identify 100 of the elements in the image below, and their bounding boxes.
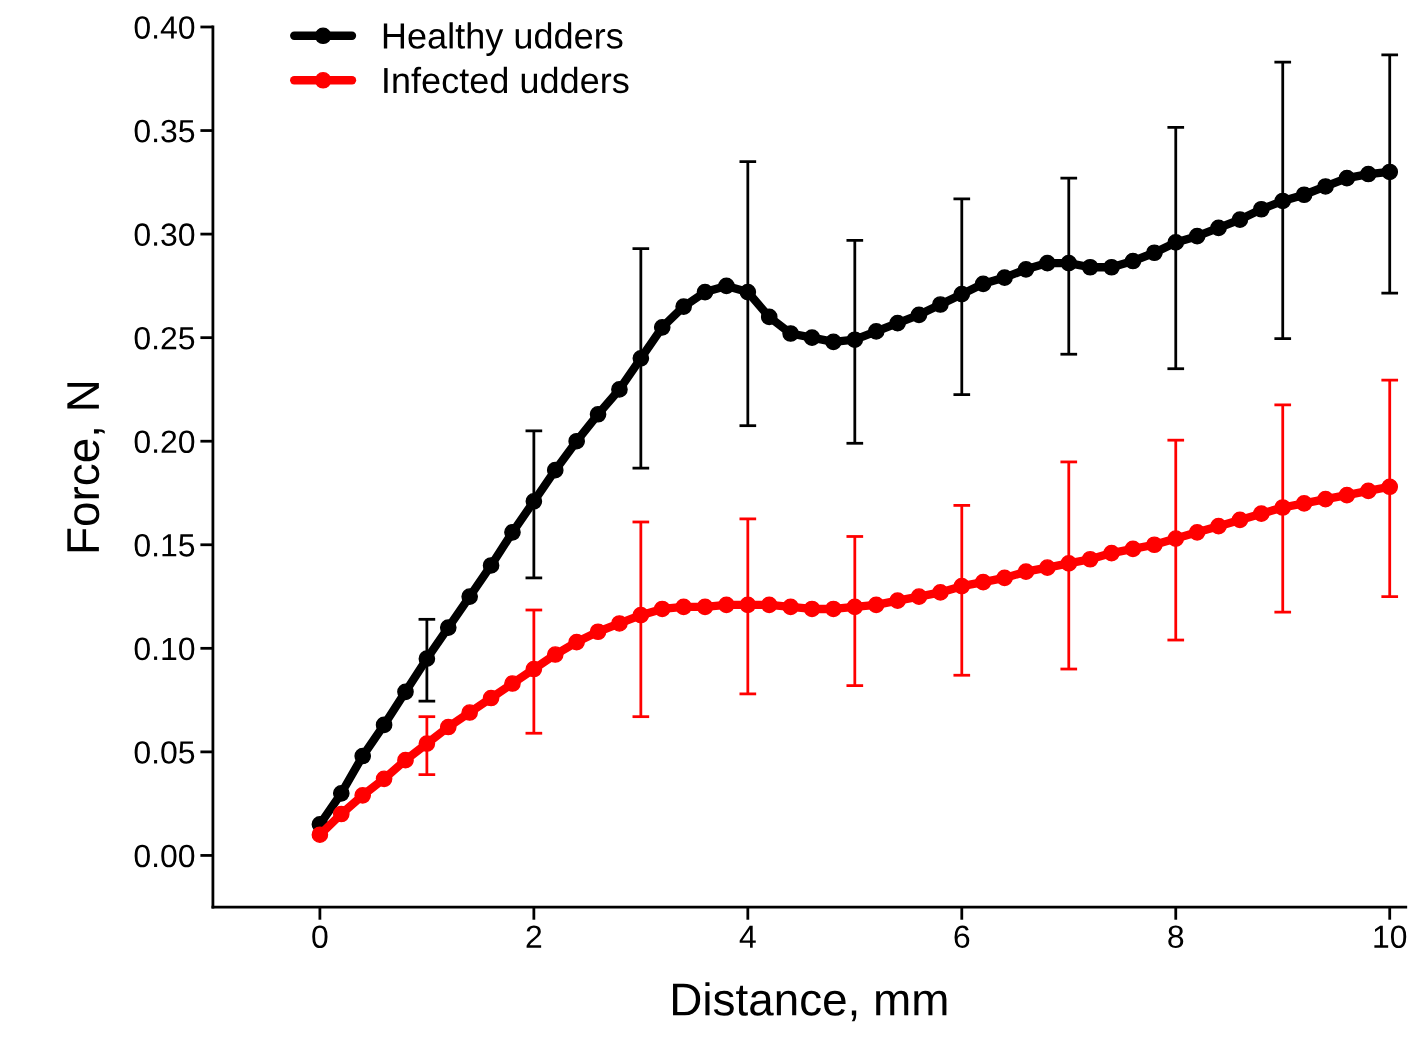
- x-axis-title: Distance, mm: [673, 982, 947, 1022]
- point: [1317, 178, 1334, 195]
- point: [675, 298, 692, 315]
- point: [1060, 254, 1078, 272]
- point: [1060, 555, 1078, 572]
- point: [846, 331, 864, 349]
- y-tick-label: 0.10: [134, 637, 195, 661]
- point: [1381, 478, 1399, 496]
- point: [696, 283, 714, 301]
- point: [1231, 511, 1249, 529]
- point: [439, 718, 457, 736]
- point: [1317, 490, 1334, 508]
- point: [867, 596, 885, 614]
- point: [782, 598, 799, 616]
- y-tick-label: 0.20: [134, 430, 195, 454]
- point: [889, 314, 906, 332]
- point: [932, 296, 949, 313]
- point: [1338, 486, 1356, 504]
- y-tick-label: 0.00: [134, 844, 195, 868]
- point: [1017, 563, 1035, 581]
- point: [589, 405, 607, 423]
- y-tick-label: 0.05: [134, 741, 195, 764]
- y-tick-label: 0.25: [134, 326, 195, 350]
- point: [1188, 227, 1206, 245]
- point: [1103, 544, 1120, 562]
- point: [1381, 163, 1399, 181]
- point: [1274, 192, 1292, 210]
- point: [653, 600, 671, 618]
- point: [611, 615, 628, 632]
- point: [482, 557, 500, 574]
- point: [332, 805, 350, 823]
- point: [1295, 186, 1313, 204]
- point: [568, 432, 585, 450]
- point: [375, 716, 393, 734]
- point: [932, 584, 949, 601]
- x-tick-label: 10: [1374, 925, 1407, 949]
- point: [996, 269, 1013, 286]
- point: [611, 381, 628, 398]
- point: [739, 596, 757, 614]
- x-tick-label: 2: [526, 925, 542, 948]
- point: [846, 598, 864, 616]
- point: [461, 704, 479, 721]
- point: [375, 770, 393, 788]
- point: [739, 283, 757, 301]
- y-tick-label: 0.15: [134, 534, 195, 557]
- point: [825, 333, 842, 351]
- point: [803, 329, 821, 346]
- point: [782, 325, 799, 342]
- point: [974, 275, 992, 293]
- point: [1039, 559, 1056, 576]
- point: [354, 747, 372, 765]
- point: [1124, 252, 1142, 270]
- point: [803, 600, 821, 618]
- point: [1274, 499, 1292, 516]
- point: [910, 306, 928, 324]
- point: [632, 350, 650, 367]
- point: [1338, 169, 1356, 187]
- y-tick-label: 0.35: [134, 119, 195, 143]
- point: [1017, 260, 1035, 278]
- point: [332, 784, 350, 802]
- point: [311, 826, 329, 844]
- point: [1167, 234, 1185, 251]
- point: [397, 683, 414, 701]
- point: [1124, 540, 1142, 558]
- point: [996, 569, 1013, 587]
- point: [482, 689, 500, 707]
- point: [546, 461, 564, 479]
- point: [825, 600, 842, 618]
- point: [953, 285, 971, 303]
- point: [1210, 219, 1227, 237]
- point: [1359, 482, 1377, 500]
- point: [1081, 550, 1099, 568]
- point: [1081, 258, 1099, 276]
- point: [525, 492, 543, 510]
- point: [439, 619, 457, 636]
- point: [867, 323, 885, 340]
- point: [653, 318, 671, 336]
- point: [696, 598, 714, 616]
- point: [910, 588, 928, 605]
- x-tick-label: 6: [954, 925, 970, 949]
- y-tick-label: 0.40: [134, 16, 195, 39]
- point: [1146, 536, 1163, 554]
- point: [418, 650, 436, 668]
- point: [974, 573, 992, 591]
- y-axis-title: Force, N: [67, 382, 105, 552]
- point: [1210, 517, 1227, 535]
- point: [760, 308, 778, 326]
- point: [1188, 524, 1206, 541]
- legend-label: Infected udders: [384, 66, 629, 94]
- point: [1253, 200, 1270, 218]
- point: [1253, 505, 1270, 523]
- x-tick-label: 4: [739, 925, 756, 948]
- point: [525, 660, 543, 678]
- legend-label: Healthy udders: [383, 22, 623, 56]
- point: [354, 787, 372, 804]
- point: [1231, 211, 1249, 228]
- point: [760, 596, 778, 614]
- point: [504, 675, 521, 692]
- point: [889, 592, 906, 610]
- point: [953, 577, 971, 595]
